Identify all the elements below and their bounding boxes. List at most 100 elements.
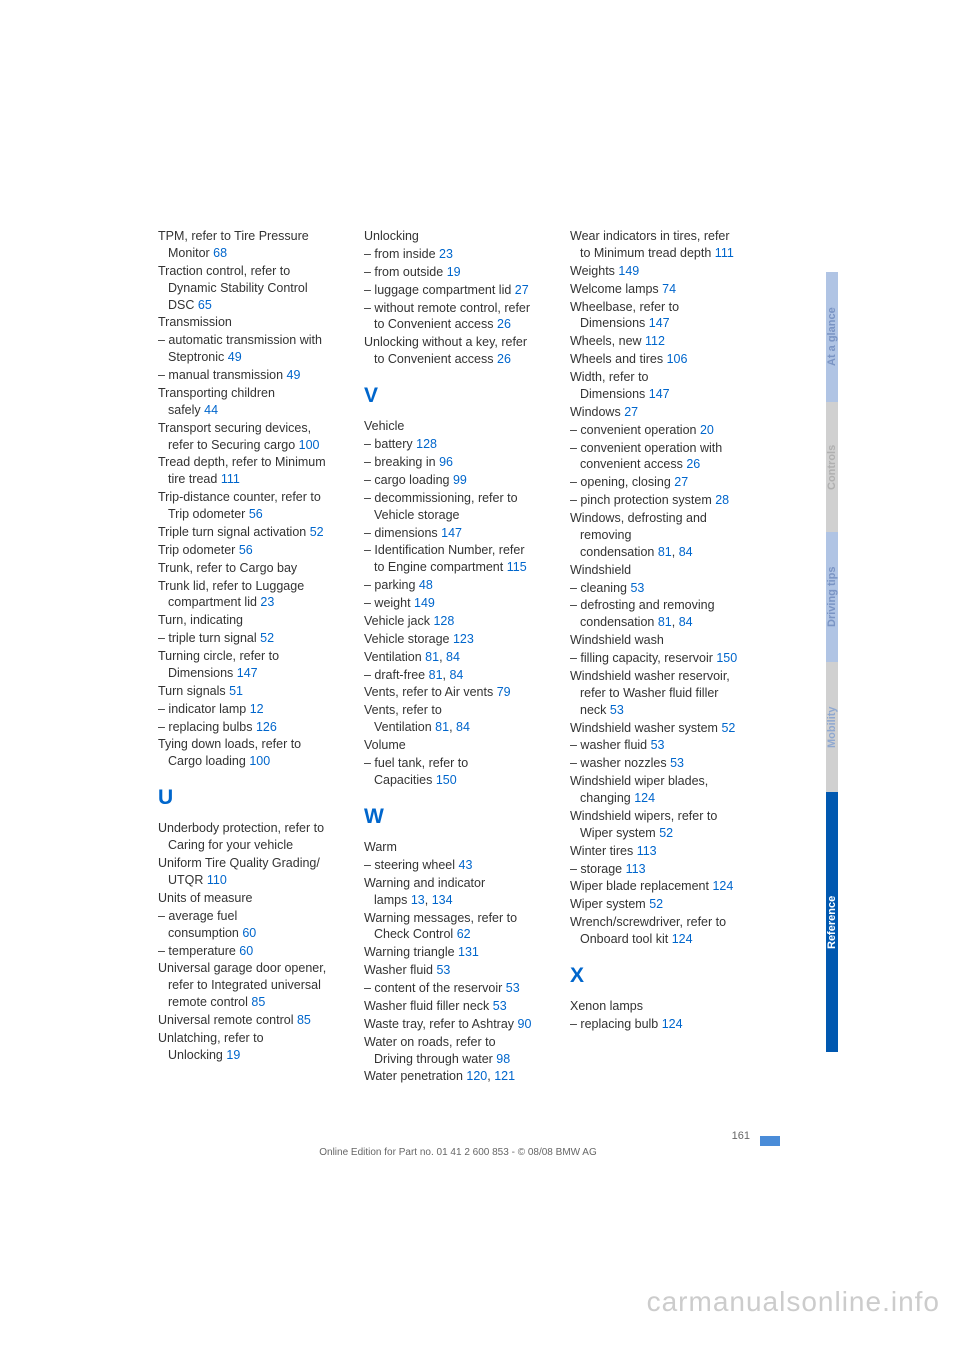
page-ref[interactable]: 49 xyxy=(228,350,242,364)
page-ref[interactable]: 134 xyxy=(432,893,453,907)
page-ref[interactable]: 13 xyxy=(411,893,425,907)
page-ref[interactable]: 81 xyxy=(658,545,672,559)
page-ref[interactable]: 53 xyxy=(506,981,520,995)
page-ref[interactable]: 53 xyxy=(610,703,624,717)
page-ref[interactable]: 56 xyxy=(249,507,263,521)
page-ref[interactable]: 81 xyxy=(658,615,672,629)
page-ref[interactable]: 100 xyxy=(299,438,320,452)
index-entry: Windows, defrosting andremovingcondensat… xyxy=(570,510,758,561)
page-ref[interactable]: 121 xyxy=(494,1069,515,1083)
page-ref[interactable]: 68 xyxy=(213,246,227,260)
page-ref[interactable]: 60 xyxy=(239,944,253,958)
page-ref[interactable]: 53 xyxy=(651,738,665,752)
page-ref[interactable]: 123 xyxy=(453,632,474,646)
page-ref[interactable]: 90 xyxy=(518,1017,532,1031)
page-ref[interactable]: 111 xyxy=(715,246,734,260)
page-ref[interactable]: 147 xyxy=(649,387,670,401)
page-ref[interactable]: 81 xyxy=(435,720,449,734)
index-entry: – from outside 19 xyxy=(364,264,552,281)
page-ref[interactable]: 27 xyxy=(674,475,688,489)
page-ref[interactable]: 98 xyxy=(496,1052,510,1066)
page-ref[interactable]: 81 xyxy=(429,668,443,682)
page-ref[interactable]: 53 xyxy=(436,963,450,977)
page-ref[interactable]: 20 xyxy=(700,423,714,437)
tab-driving-tips[interactable]: Driving tips xyxy=(826,532,838,662)
page-ref[interactable]: 131 xyxy=(458,945,479,959)
page-ref[interactable]: 128 xyxy=(433,614,454,628)
page-ref[interactable]: 85 xyxy=(297,1013,311,1027)
page-ref[interactable]: 43 xyxy=(459,858,473,872)
tab-controls[interactable]: Controls xyxy=(826,402,838,532)
page-ref[interactable]: 84 xyxy=(679,615,693,629)
page-ref[interactable]: 65 xyxy=(198,298,212,312)
page-ref[interactable]: 53 xyxy=(670,756,684,770)
page-ref[interactable]: 19 xyxy=(447,265,461,279)
index-entry: Weights 149 xyxy=(570,263,758,280)
page-ref[interactable]: 52 xyxy=(649,897,663,911)
page-ref[interactable]: 100 xyxy=(249,754,270,768)
page-ref[interactable]: 56 xyxy=(239,543,253,557)
page-ref[interactable]: 84 xyxy=(456,720,470,734)
page-ref[interactable]: 12 xyxy=(250,702,264,716)
page-ref[interactable]: 124 xyxy=(712,879,733,893)
index-entry: Ventilation 81, 84 xyxy=(364,649,552,666)
page-ref[interactable]: 111 xyxy=(221,472,240,486)
page-ref[interactable]: 124 xyxy=(662,1017,683,1031)
page-ref[interactable]: 96 xyxy=(439,455,453,469)
page-ref[interactable]: 52 xyxy=(260,631,274,645)
page-ref[interactable]: 110 xyxy=(207,873,227,887)
page-ref[interactable]: 150 xyxy=(716,651,737,665)
page-ref[interactable]: 52 xyxy=(659,826,673,840)
page-ref[interactable]: 85 xyxy=(251,995,265,1009)
tab-at-a-glance[interactable]: At a glance xyxy=(826,272,838,402)
index-column: Unlocking– from inside 23– from outside … xyxy=(364,228,552,1086)
page-ref[interactable]: 147 xyxy=(237,666,258,680)
page-ref[interactable]: 128 xyxy=(416,437,437,451)
page-ref[interactable]: 149 xyxy=(414,596,435,610)
tab-mobility[interactable]: Mobility xyxy=(826,662,838,792)
page-ref[interactable]: 60 xyxy=(242,926,256,940)
page-ref[interactable]: 23 xyxy=(439,247,453,261)
page-ref[interactable]: 112 xyxy=(645,334,665,348)
page-ref[interactable]: 113 xyxy=(637,844,657,858)
page-ref[interactable]: 44 xyxy=(204,403,218,417)
page-ref[interactable]: 26 xyxy=(497,352,511,366)
page-ref[interactable]: 150 xyxy=(436,773,457,787)
page-ref[interactable]: 126 xyxy=(256,720,277,734)
page-ref[interactable]: 27 xyxy=(624,405,638,419)
page-ref[interactable]: 49 xyxy=(287,368,301,382)
page-ref[interactable]: 81 xyxy=(425,650,439,664)
page-ref[interactable]: 51 xyxy=(229,684,243,698)
page-ref[interactable]: 74 xyxy=(662,282,676,296)
page-ref[interactable]: 106 xyxy=(667,352,688,366)
page-ref[interactable]: 79 xyxy=(497,685,511,699)
page-ref[interactable]: 149 xyxy=(618,264,639,278)
page-ref[interactable]: 113 xyxy=(626,862,646,876)
page-ref[interactable]: 84 xyxy=(446,650,460,664)
page-ref[interactable]: 84 xyxy=(679,545,693,559)
page-ref[interactable]: 52 xyxy=(310,525,324,539)
page-ref[interactable]: 28 xyxy=(715,493,729,507)
page-ref[interactable]: 53 xyxy=(630,581,644,595)
page-ref[interactable]: 115 xyxy=(507,560,527,574)
page-ref[interactable]: 19 xyxy=(226,1048,240,1062)
page-ref[interactable]: 99 xyxy=(453,473,467,487)
page-ref[interactable]: 26 xyxy=(686,457,700,471)
page-ref[interactable]: 120 xyxy=(466,1069,487,1083)
page-ref[interactable]: 147 xyxy=(649,316,670,330)
page-ref[interactable]: 84 xyxy=(449,668,463,682)
page-ref[interactable]: 23 xyxy=(260,595,274,609)
page-ref[interactable]: 27 xyxy=(515,283,529,297)
page-ref[interactable]: 62 xyxy=(457,927,471,941)
page-ref[interactable]: 52 xyxy=(721,721,735,735)
index-entry: – draft-free 81, 84 xyxy=(364,667,552,684)
page-ref[interactable]: 147 xyxy=(441,526,462,540)
page-ref[interactable]: 26 xyxy=(497,317,511,331)
watermark: carmanualsonline.info xyxy=(647,1286,940,1318)
tab-reference[interactable]: Reference xyxy=(826,792,838,1052)
page-ref[interactable]: 53 xyxy=(493,999,507,1013)
page: TPM, refer to Tire PressureMonitor 68Tra… xyxy=(0,0,960,1358)
page-ref[interactable]: 48 xyxy=(419,578,433,592)
page-ref[interactable]: 124 xyxy=(672,932,693,946)
page-ref[interactable]: 124 xyxy=(634,791,655,805)
